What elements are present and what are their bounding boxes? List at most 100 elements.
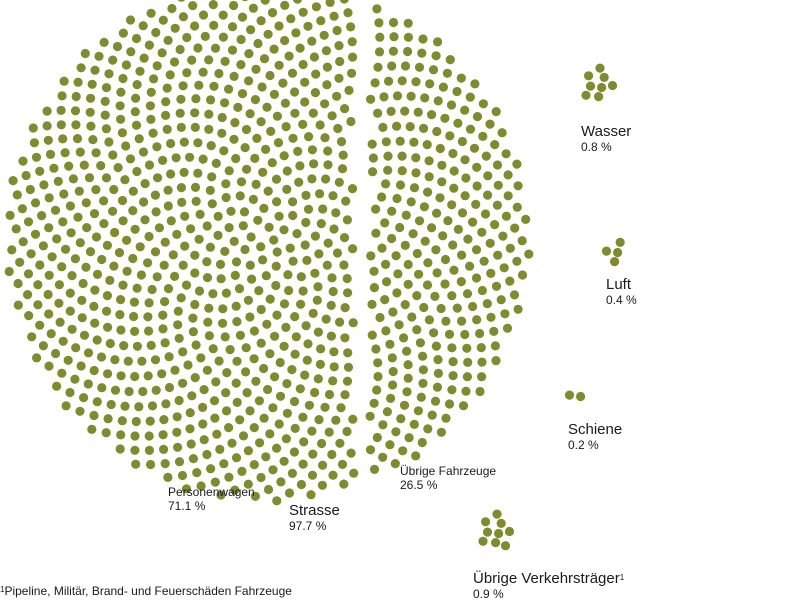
dot-uebrige-fahrzeuge [388, 17, 399, 28]
dot-uebrige-fahrzeuge [463, 357, 473, 367]
dot-personenwagen [148, 128, 158, 138]
footnote: 1Pipeline, Militär, Brand- und Feuerschä… [0, 584, 292, 598]
dot-personenwagen [216, 490, 226, 500]
dot-personenwagen [130, 107, 140, 117]
dot-uebrige-fahrzeuge [430, 396, 441, 406]
dot-uebrige-fahrzeuge [400, 61, 411, 71]
dot-personenwagen [253, 38, 263, 49]
dot-personenwagen [339, 260, 349, 270]
dot-uebrige-fahrzeuge [418, 351, 428, 361]
dot-personenwagen [268, 403, 278, 413]
dot-personenwagen [172, 412, 182, 422]
dot-personenwagen [136, 270, 146, 280]
dot-uebrige-fahrzeuge [485, 238, 495, 248]
dot-personenwagen [332, 25, 342, 36]
dot-personenwagen [71, 120, 81, 130]
dot-uebrige-fahrzeuge [457, 208, 468, 218]
dot-personenwagen [168, 250, 178, 260]
dot-personenwagen [90, 65, 100, 75]
dot-personenwagen [254, 286, 264, 296]
dot-uebrige-fahrzeuge [440, 279, 450, 289]
dot-personenwagen [259, 203, 269, 213]
dot-uebrige-fahrzeuge [445, 131, 455, 141]
dot-personenwagen [214, 356, 224, 366]
dot-personenwagen [272, 443, 282, 453]
dot-uebrige-fahrzeuge [456, 73, 466, 83]
dot-personenwagen [337, 164, 348, 174]
dot-uebrige-fahrzeuge [432, 126, 442, 137]
dot-personenwagen [101, 83, 112, 93]
dot-personenwagen [191, 340, 201, 350]
dot-uebrige-fahrzeuge [377, 192, 387, 202]
dot-personenwagen [176, 94, 186, 104]
dot-personenwagen [130, 326, 140, 336]
dot-uebrige-fahrzeuge [509, 290, 520, 300]
dot-uebrige-fahrzeuge [491, 356, 501, 366]
dot-personenwagen [151, 385, 161, 395]
dot-personenwagen [178, 260, 188, 270]
dot-personenwagen [115, 310, 125, 320]
dot-personenwagen [116, 295, 126, 305]
dot-uebrige-fahrzeuge [449, 265, 459, 275]
dot-personenwagen [265, 70, 275, 81]
dot-uebrige-verkehrstraeger [492, 509, 502, 519]
dot-personenwagen [29, 138, 39, 148]
dot-uebrige-fahrzeuge [447, 200, 457, 210]
label-luft-value: 0.4 % [606, 293, 637, 307]
dot-personenwagen [202, 273, 213, 283]
dot-personenwagen [251, 179, 261, 189]
dot-personenwagen [203, 317, 213, 327]
dot-personenwagen [224, 223, 234, 233]
dot-personenwagen [174, 333, 184, 343]
dot-personenwagen [335, 438, 345, 448]
dot-personenwagen [79, 330, 90, 340]
dot-personenwagen [82, 223, 92, 233]
label-strasse-value: 97.7 % [289, 519, 327, 533]
dot-personenwagen [224, 166, 234, 176]
dot-uebrige-fahrzeuge [456, 277, 466, 287]
dot-personenwagen [102, 306, 112, 316]
dot-personenwagen [125, 154, 136, 164]
dot-personenwagen [206, 141, 216, 151]
dot-personenwagen [257, 82, 267, 92]
dot-personenwagen [23, 269, 34, 279]
dot-personenwagen [174, 395, 184, 406]
dot-personenwagen [279, 151, 289, 161]
dot-personenwagen [163, 201, 173, 211]
dot-uebrige-fahrzeuge [452, 303, 462, 313]
dot-personenwagen [298, 412, 308, 422]
dot-uebrige-fahrzeuge [415, 338, 425, 348]
dot-uebrige-fahrzeuge [517, 270, 528, 280]
dot-personenwagen [229, 0, 239, 11]
dot-personenwagen [310, 387, 320, 398]
dot-personenwagen [331, 415, 341, 425]
dot-personenwagen [30, 198, 41, 208]
dot-uebrige-fahrzeuge [366, 94, 376, 104]
dot-personenwagen [284, 51, 294, 61]
dot-personenwagen [231, 301, 241, 311]
dot-personenwagen [349, 468, 359, 478]
dot-uebrige-fahrzeuge [492, 200, 502, 210]
dot-personenwagen [205, 242, 215, 252]
dot-wasser [599, 72, 609, 82]
dot-personenwagen [333, 123, 343, 134]
dot-personenwagen [118, 28, 128, 38]
dot-personenwagen [13, 300, 23, 310]
dot-uebrige-fahrzeuge [433, 368, 443, 378]
dot-personenwagen [172, 229, 182, 239]
dot-personenwagen [339, 479, 349, 489]
dot-uebrige-fahrzeuge [496, 295, 506, 305]
dot-personenwagen [322, 260, 332, 270]
dot-personenwagen [105, 275, 115, 285]
dot-personenwagen [77, 313, 87, 323]
dot-uebrige-fahrzeuge [489, 326, 499, 336]
dot-uebrige-fahrzeuge [483, 171, 493, 181]
label-uebrige-fahrzeuge-value: 26.5 % [400, 478, 438, 492]
dot-personenwagen [250, 491, 260, 501]
dot-personenwagen [146, 340, 156, 350]
dot-personenwagen [348, 414, 358, 424]
dot-uebrige-fahrzeuge [383, 151, 393, 161]
dot-personenwagen [190, 250, 200, 260]
dot-uebrige-fahrzeuge [405, 122, 415, 132]
dot-personenwagen [31, 353, 42, 363]
